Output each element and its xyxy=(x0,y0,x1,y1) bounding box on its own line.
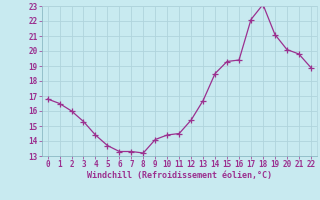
X-axis label: Windchill (Refroidissement éolien,°C): Windchill (Refroidissement éolien,°C) xyxy=(87,171,272,180)
